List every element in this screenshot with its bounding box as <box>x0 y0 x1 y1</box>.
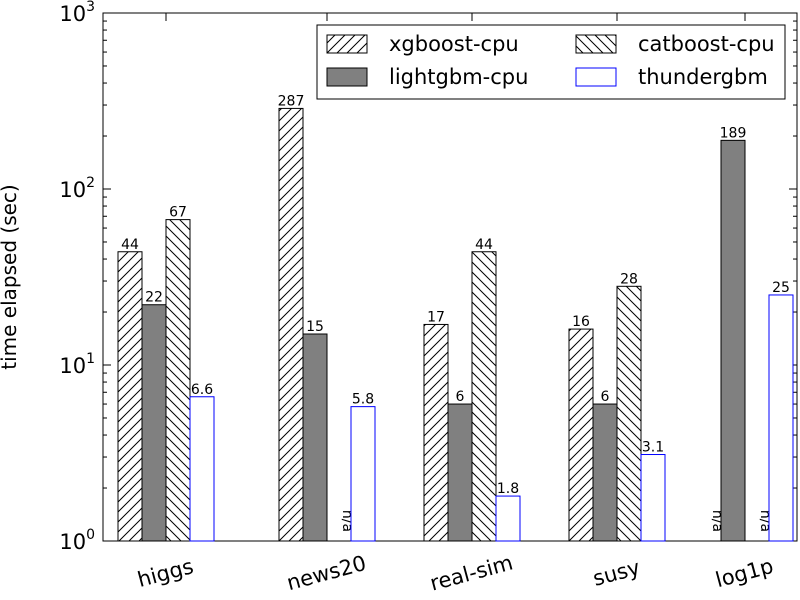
bar-lightgbm-cpu-log1p <box>720 139 746 542</box>
bar-catboost-cpu-susy <box>616 285 642 542</box>
legend-swatch-catboost-cpu <box>575 34 617 54</box>
data-label: 15 <box>306 319 324 335</box>
data-label: 67 <box>169 205 187 221</box>
data-label: 1.8 <box>497 481 519 497</box>
bar-xgboost-cpu-news20 <box>278 107 304 542</box>
bar-lightgbm-cpu-news20 <box>302 333 328 542</box>
bar-thundergbm-susy <box>640 454 666 542</box>
y-tick-label: 101 <box>59 351 95 378</box>
data-label: 17 <box>427 309 445 325</box>
data-label: 22 <box>145 290 163 306</box>
bar-thundergbm-log1p <box>768 294 794 542</box>
data-label: 44 <box>475 237 493 253</box>
bar-lightgbm-cpu-higgs <box>141 304 167 542</box>
data-label: 189 <box>720 125 747 141</box>
x-tick-label: news20 <box>284 551 369 595</box>
legend-label-xgboost-cpu: xgboost-cpu <box>389 32 519 56</box>
data-label: 287 <box>278 93 305 109</box>
bar-xgboost-cpu-real-sim <box>423 323 449 542</box>
data-label: 6 <box>601 389 610 405</box>
data-label: 16 <box>572 314 590 330</box>
x-tick-label: real-sim <box>428 551 516 596</box>
bar-xgboost-cpu-susy <box>568 328 594 542</box>
bar-thundergbm-real-sim <box>495 495 521 542</box>
legend-swatch-thundergbm <box>575 67 617 87</box>
bar-xgboost-cpu-higgs <box>117 251 143 542</box>
data-label: 6.6 <box>191 382 213 398</box>
data-label: 3.1 <box>642 440 664 456</box>
legend-label-lightgbm-cpu: lightgbm-cpu <box>389 65 528 89</box>
data-label: 5.8 <box>352 392 374 408</box>
data-label: 44 <box>121 237 139 253</box>
data-label: 28 <box>620 271 638 287</box>
bar-lightgbm-cpu-real-sim <box>447 403 473 542</box>
y-tick-label: 100 <box>59 527 95 554</box>
legend-swatch-lightgbm-cpu <box>326 67 368 87</box>
bar-thundergbm-news20 <box>350 406 376 542</box>
bar-thundergbm-higgs <box>189 396 215 542</box>
x-tick-label: susy <box>590 555 642 591</box>
data-label: 6 <box>456 389 465 405</box>
bar-catboost-cpu-higgs <box>165 219 191 542</box>
y-tick-label: 103 <box>59 0 95 26</box>
y-tick-label: 102 <box>59 175 95 202</box>
y-axis-label: time elapsed (sec) <box>0 184 21 369</box>
legend-label-thundergbm: thundergbm <box>638 65 768 89</box>
x-tick-label: log1p <box>713 554 776 592</box>
legend-frame <box>316 24 786 100</box>
data-label: 25 <box>772 280 790 296</box>
legend-label-catboost-cpu: catboost-cpu <box>638 32 775 56</box>
x-tick-label: higgs <box>135 554 196 592</box>
legend-swatch-xgboost-cpu <box>326 34 368 54</box>
bar-lightgbm-cpu-susy <box>592 403 618 542</box>
legend: xgboost-cpu lightgbm-cpu catboost-cpu thund… <box>316 24 786 100</box>
bar-catboost-cpu-real-sim <box>471 251 497 542</box>
